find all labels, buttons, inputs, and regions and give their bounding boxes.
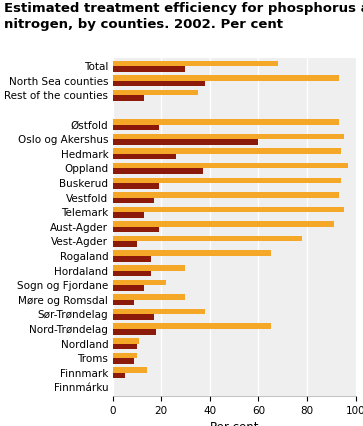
Bar	[113, 148, 341, 154]
Bar	[113, 242, 137, 247]
Bar	[113, 154, 176, 159]
Bar	[113, 178, 341, 183]
Bar	[113, 323, 270, 329]
Bar	[113, 373, 125, 378]
Bar	[113, 221, 334, 227]
Bar	[113, 183, 159, 189]
Bar	[113, 314, 154, 320]
Bar	[113, 294, 185, 300]
Bar	[113, 309, 205, 314]
Bar	[113, 134, 344, 139]
Bar	[113, 81, 205, 86]
Bar	[113, 119, 339, 125]
Bar	[113, 125, 159, 130]
Bar	[113, 66, 185, 72]
Bar	[113, 75, 339, 81]
Bar	[113, 353, 137, 358]
Bar	[113, 192, 339, 198]
Bar	[113, 198, 154, 203]
Bar	[113, 358, 134, 364]
Text: Estimated treatment efficiency for phosphorus and: Estimated treatment efficiency for phosp…	[4, 2, 363, 15]
Bar	[113, 265, 185, 271]
Text: nitrogen, by counties. 2002. Per cent: nitrogen, by counties. 2002. Per cent	[4, 18, 283, 32]
Bar	[113, 207, 344, 212]
Bar	[113, 236, 302, 242]
Bar	[113, 163, 348, 168]
Bar	[113, 227, 159, 233]
Bar	[113, 90, 197, 95]
Bar	[113, 344, 137, 349]
Bar	[113, 61, 278, 66]
Bar	[113, 329, 156, 334]
Bar	[113, 285, 144, 291]
Bar	[113, 139, 258, 145]
Bar	[113, 280, 166, 285]
Bar	[113, 271, 151, 276]
X-axis label: Per cent: Per cent	[210, 421, 258, 426]
Bar	[113, 95, 144, 101]
Bar	[113, 338, 139, 344]
Bar	[113, 256, 151, 262]
Bar	[113, 300, 134, 305]
Bar	[113, 250, 270, 256]
Bar	[113, 212, 144, 218]
Bar	[113, 367, 147, 373]
Bar	[113, 168, 203, 174]
